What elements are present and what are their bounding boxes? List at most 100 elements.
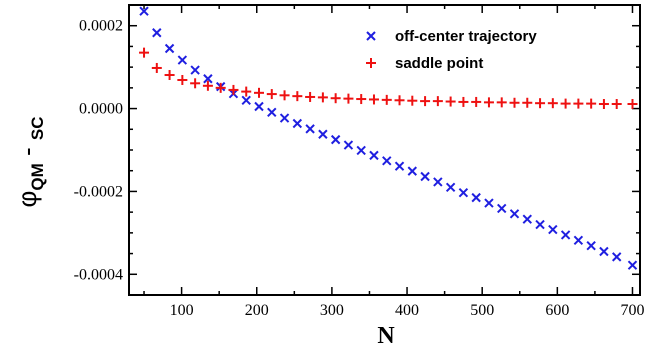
data-point — [627, 99, 638, 110]
data-point — [420, 171, 430, 182]
data-point — [202, 80, 213, 91]
data-point — [586, 240, 596, 251]
data-point — [356, 94, 367, 105]
series-off-center-trajectory — [139, 6, 638, 270]
data-point — [177, 74, 188, 85]
data-point — [177, 55, 188, 65]
data-point — [369, 150, 379, 161]
data-point — [190, 65, 200, 75]
data-point — [484, 198, 494, 208]
data-point — [317, 92, 328, 103]
data-point — [215, 82, 226, 93]
data-point — [318, 129, 328, 139]
legend: off-center trajectory saddle point — [366, 28, 537, 72]
y-tick-label: -0.0002 — [74, 183, 123, 200]
data-point — [279, 113, 290, 123]
data-point — [203, 74, 213, 84]
data-point — [330, 134, 341, 145]
data-point — [330, 93, 341, 104]
y-axis-title: φQM - SC — [12, 117, 47, 208]
data-point — [599, 246, 609, 257]
x-tick-label: 100 — [170, 302, 194, 319]
data-point — [420, 96, 431, 107]
x-tick-label: 500 — [470, 302, 494, 319]
data-point — [573, 235, 584, 246]
data-point — [152, 28, 162, 38]
data-point — [343, 93, 354, 104]
x-tick-label: 300 — [320, 302, 344, 319]
data-point — [586, 98, 597, 109]
y-tick-label: 0.0002 — [79, 18, 123, 35]
data-point — [496, 97, 507, 108]
data-point — [522, 214, 532, 224]
plot-layer: 100 200 300 400 500 600 700 0.0002 0.0000 -0.0002… — [74, 4, 644, 319]
data-point — [611, 252, 622, 262]
data-point — [547, 98, 558, 109]
legend-marker-saddle-point — [366, 58, 376, 68]
data-point — [509, 97, 520, 108]
data-point — [254, 101, 264, 112]
data-point — [241, 95, 251, 105]
series-saddle-point — [139, 47, 638, 110]
y-axis-title-subscript-1: QM — [28, 163, 47, 190]
data-point — [560, 98, 571, 109]
data-point — [190, 78, 201, 89]
y-axis-title-symbol: φ — [12, 191, 42, 208]
data-point — [573, 98, 584, 109]
data-point — [432, 96, 443, 107]
data-point — [433, 177, 443, 187]
data-point — [598, 99, 609, 110]
data-point — [228, 84, 239, 95]
x-tick-label: 200 — [245, 302, 269, 319]
data-point — [254, 87, 265, 98]
legend-item-saddle-point: saddle point — [366, 55, 483, 72]
data-point — [497, 203, 507, 214]
plot-frame — [128, 4, 641, 296]
data-point — [368, 94, 379, 105]
data-point — [292, 118, 303, 129]
x-tick-label: 400 — [395, 302, 419, 319]
data-point — [627, 260, 638, 270]
data-point — [535, 219, 545, 230]
data-point — [522, 97, 533, 108]
data-point — [151, 62, 162, 73]
data-point — [458, 96, 469, 107]
legend-item-off-center-trajectory: off-center trajectory — [366, 28, 537, 45]
data-point — [394, 95, 405, 106]
data-point — [139, 6, 149, 16]
data-point — [164, 70, 175, 81]
data-point — [241, 86, 252, 97]
data-point — [509, 209, 520, 219]
x-tick-label: 700 — [620, 302, 644, 319]
data-point — [548, 224, 558, 235]
data-point — [292, 91, 303, 102]
data-point — [164, 43, 175, 54]
data-point — [267, 107, 277, 118]
data-point — [305, 91, 316, 102]
data-point — [458, 187, 469, 198]
data-point — [382, 156, 392, 166]
y-axis-title-separator: - — [12, 140, 42, 163]
data-point — [535, 98, 546, 109]
y-tick-label: -0.0004 — [74, 266, 123, 283]
data-point — [407, 95, 418, 106]
data-point — [356, 145, 366, 156]
data-point — [381, 94, 392, 105]
legend-label-off-center-trajectory: off-center trajectory — [395, 28, 537, 45]
data-point — [445, 182, 456, 192]
legend-marker-off-center-trajectory — [366, 31, 376, 41]
data-point — [394, 161, 405, 171]
y-axis-title-subscript-2: SC — [28, 117, 47, 141]
legend-label-saddle-point: saddle point — [395, 55, 483, 72]
data-point — [305, 124, 315, 134]
data-point — [139, 47, 150, 58]
x-axis-title: N — [377, 323, 395, 349]
data-point — [279, 90, 290, 101]
y-tick-label: 0.0000 — [79, 101, 123, 118]
data-point — [343, 140, 354, 150]
data-point — [483, 97, 494, 108]
data-point — [471, 96, 482, 107]
data-point — [560, 230, 571, 240]
data-point — [471, 192, 481, 203]
